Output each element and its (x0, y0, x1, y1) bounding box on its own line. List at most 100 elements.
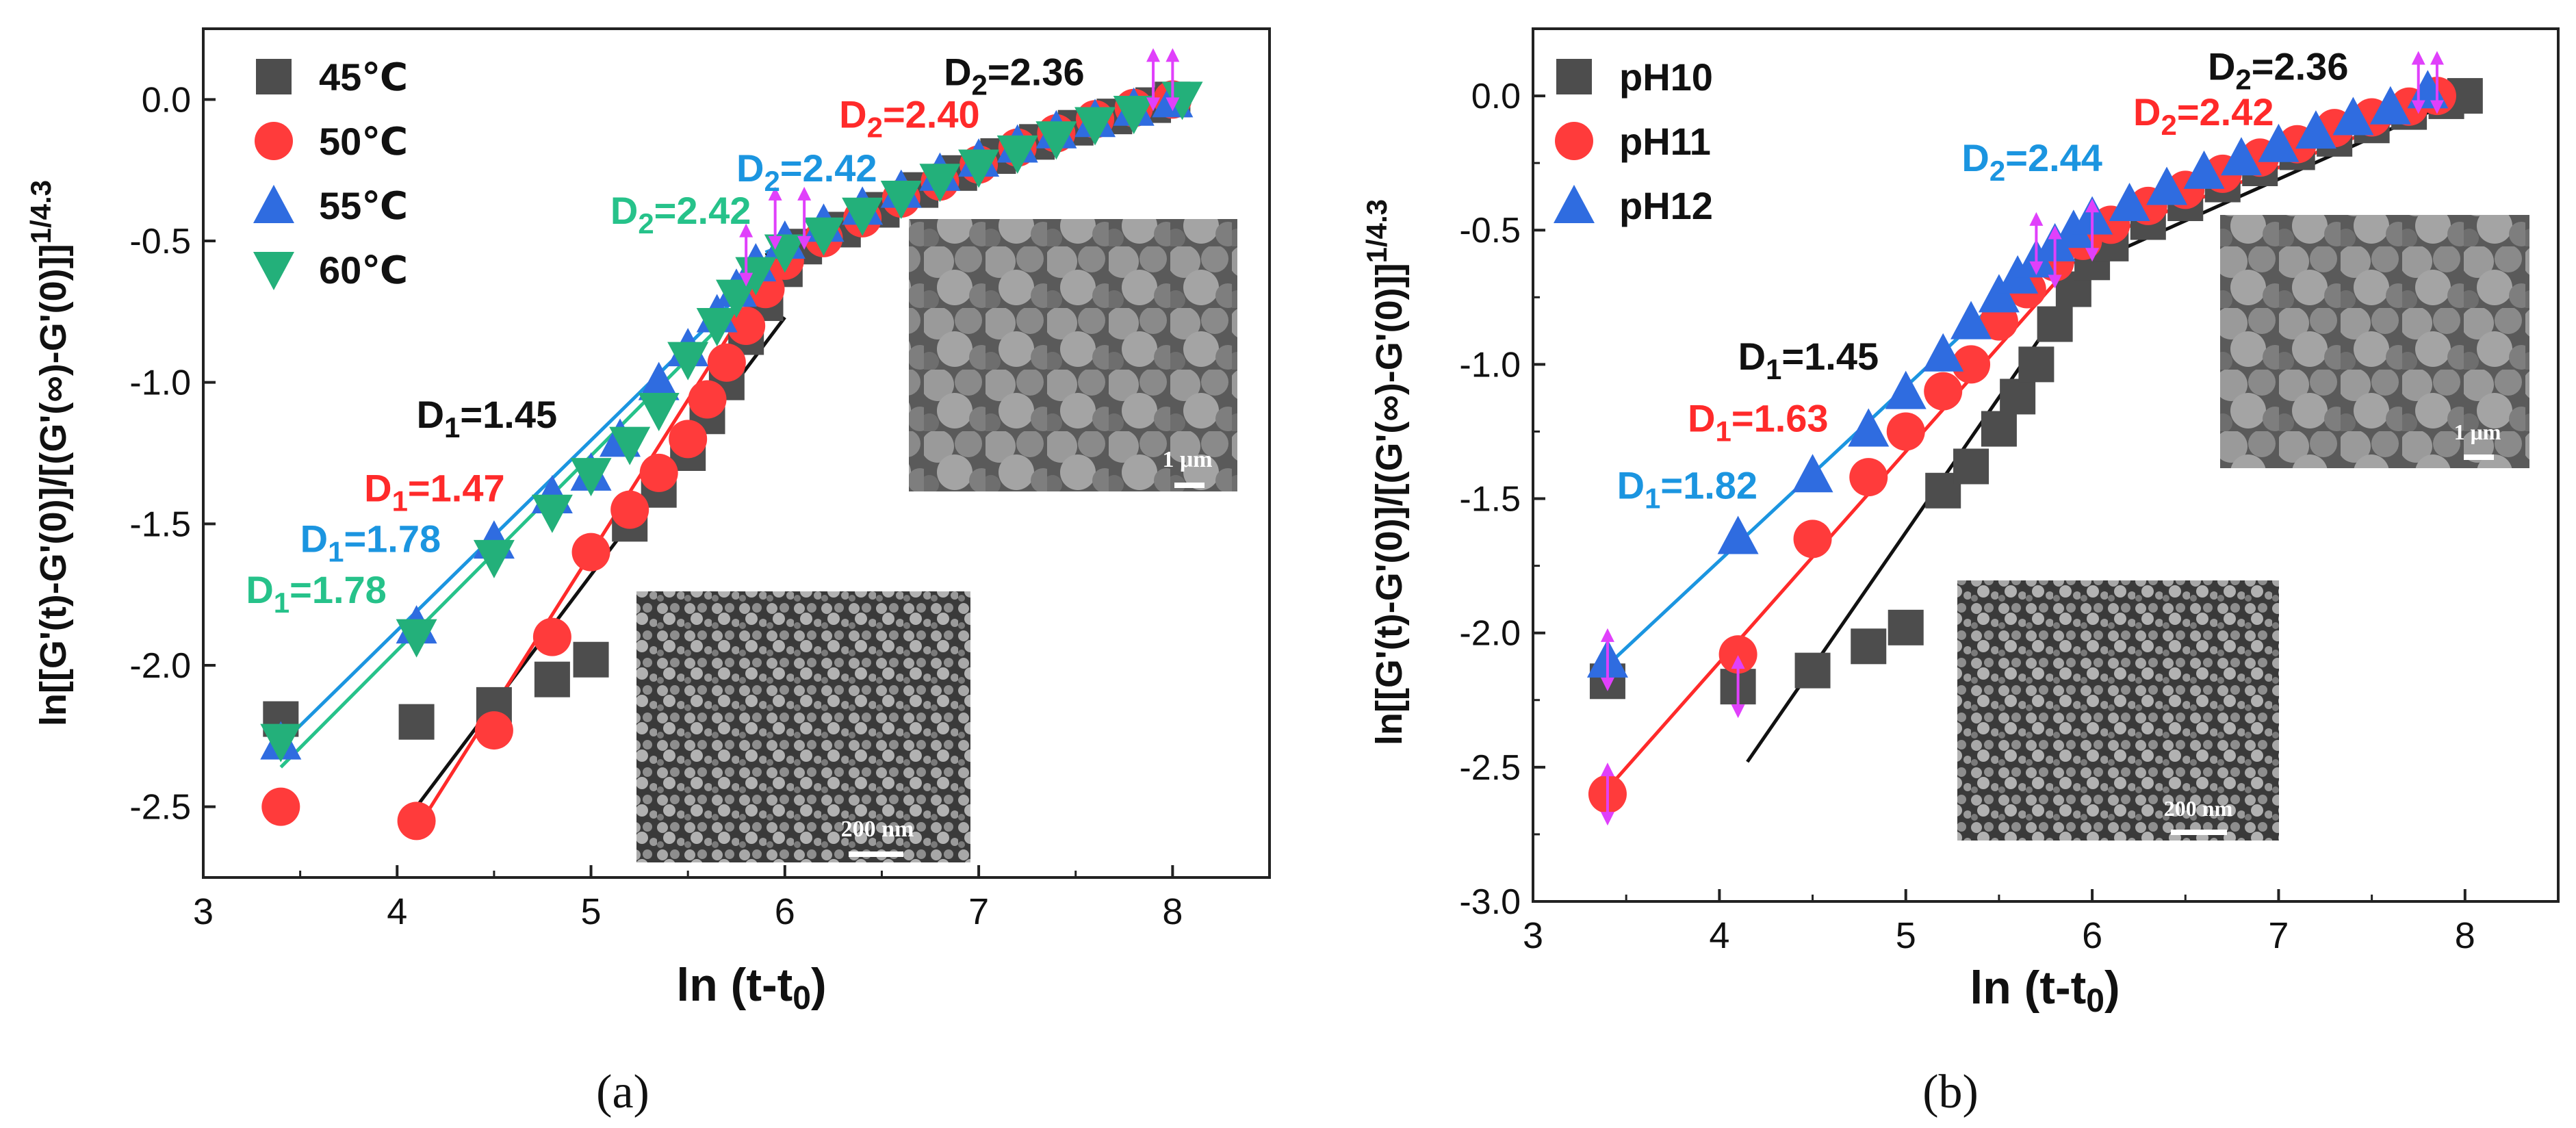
boundary-arrow (2430, 51, 2444, 114)
legend-item: pH12 (1554, 184, 1713, 227)
data-point (2037, 306, 2073, 342)
boundary-arrow (2048, 225, 2062, 289)
data-point (2295, 110, 2336, 149)
boundary-arrow (1600, 628, 1614, 691)
x-tick-label: 6 (775, 891, 795, 932)
sem-inset-fine-network: 200 nm (1957, 580, 2279, 841)
boundary-arrow (768, 186, 782, 250)
data-point (1953, 448, 1989, 485)
fractal-dimension-label: D1=1.78 (300, 517, 441, 568)
data-point (716, 279, 757, 318)
scale-bar-label: 1 μm (2454, 420, 2501, 444)
x-axis-label: ln (t-t0) (1970, 962, 2120, 1019)
legend-item: 45℃ (256, 55, 408, 99)
x-tick-label: 3 (1523, 915, 1543, 956)
data-point (1981, 411, 2017, 447)
data-point (2183, 150, 2225, 189)
data-point (396, 619, 437, 658)
data-point (919, 164, 961, 203)
data-point (570, 458, 612, 497)
panel-label: (b) (1922, 1066, 1979, 1118)
data-point (397, 802, 436, 841)
y-tick-label: -1.5 (1459, 480, 1521, 520)
data-point (260, 723, 302, 762)
data-point (2109, 183, 2150, 221)
fractal-dimension-label: D2=2.36 (2208, 45, 2349, 96)
scale-bar (2464, 454, 2494, 460)
boundary-arrow (2029, 212, 2044, 275)
x-tick-label: 6 (2082, 915, 2102, 956)
boundary-arrow (1600, 762, 1614, 826)
data-point (638, 361, 680, 400)
panel-b: 3 4 5 6 7 8 -3.0 -2.5 -2.0 -1.5 -1.0 -0.5 0.0 D2=2.3… (1361, 27, 2560, 1118)
data-point (842, 197, 884, 236)
fractal-dimension-label: D2=2.42 (736, 146, 877, 197)
panel-label: (a) (596, 1066, 649, 1118)
y-axis-label: ln[[G'(t)-G'(0)]/[(G'(∞)-G'(0)]]1/4.3 (25, 180, 74, 726)
y-tick-label: -2.0 (1459, 614, 1521, 654)
y-tick-label: -1.5 (129, 504, 191, 544)
data-point (1113, 96, 1155, 134)
data-point (1074, 107, 1116, 146)
x-tick-label: 5 (581, 891, 602, 932)
y-tick-label: -2.0 (129, 646, 191, 686)
data-point (1888, 609, 1924, 645)
data-point (609, 426, 651, 465)
x-tick-label: 4 (1709, 915, 1729, 956)
fractal-dimension-label: D1=1.78 (246, 568, 387, 619)
data-point (639, 453, 678, 492)
data-point (2220, 137, 2262, 176)
sem-inset-large-grains: 1 μm (909, 219, 1237, 491)
data-point (667, 342, 709, 381)
data-point (398, 704, 435, 740)
boundary-arrow (1146, 48, 1161, 112)
data-point (474, 711, 513, 750)
scale-bar-label: 200 nm (2164, 796, 2233, 821)
data-point (1885, 370, 1927, 409)
data-point (2146, 166, 2188, 205)
scale-bar (2171, 830, 2227, 835)
fractal-dimension-label: D1=1.45 (1738, 335, 1879, 385)
sem-inset-large-grains: 1 μm (2220, 215, 2529, 468)
data-point (2052, 209, 2094, 248)
data-point (610, 490, 649, 529)
legend-marker (253, 185, 294, 223)
x-tick-label: 3 (193, 891, 214, 932)
data-point (532, 617, 571, 656)
data-point (1922, 333, 1964, 372)
boundary-arrow (1165, 48, 1180, 112)
legend-item: pH10 (1556, 55, 1713, 99)
data-point (261, 787, 300, 826)
boundary-arrow (1731, 655, 1745, 719)
data-point (669, 420, 708, 459)
data-point (1952, 345, 1991, 384)
data-point (2258, 123, 2300, 162)
x-tick-label: 8 (1162, 891, 1183, 932)
boundary-arrow (797, 186, 812, 250)
data-point (638, 393, 680, 431)
data-point (707, 343, 746, 382)
legend-marker (255, 122, 293, 160)
legend-label: pH11 (1619, 120, 1711, 163)
panel-a: 3 4 5 6 7 8-2.5-2.0-1.5-1.0-0.50.0 D2=2.36D2=… (25, 27, 1271, 1118)
data-point (1851, 628, 1887, 665)
boundary-arrow (2085, 198, 2100, 262)
legend-label: 55℃ (319, 184, 408, 227)
legend-label: 60℃ (319, 248, 408, 292)
data-point (803, 217, 845, 256)
legend-marker (1555, 122, 1593, 160)
legend-label: pH10 (1619, 55, 1713, 99)
data-point (2018, 346, 2055, 383)
y-tick-label: -0.5 (129, 222, 191, 261)
boundary-arrow (2411, 51, 2425, 114)
plot-frame (1532, 27, 2560, 903)
data-point (1886, 412, 1925, 451)
data-point (958, 149, 1000, 188)
data-point (1849, 458, 1888, 497)
sem-inset-fine-network: 200 nm (636, 591, 970, 862)
x-axis-label: ln (t-t0) (676, 959, 826, 1016)
data-point (1794, 652, 1831, 689)
data-point (2369, 86, 2411, 125)
fractal-dimension-label: D2=2.42 (610, 189, 751, 240)
x-tick-label: 7 (968, 891, 989, 932)
